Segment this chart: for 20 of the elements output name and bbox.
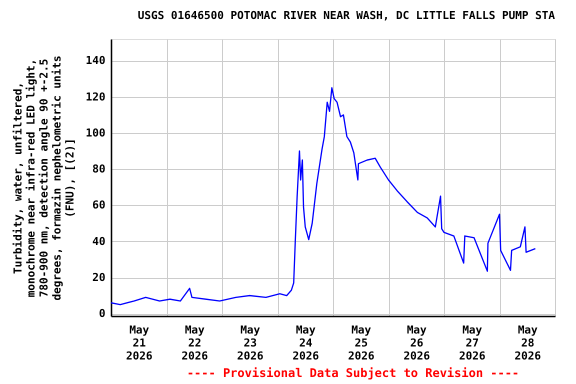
y-tick-label: 140: [86, 54, 106, 68]
x-tick-label: May 28 2026: [514, 324, 542, 362]
x-tick-label: May 27 2026: [459, 324, 486, 362]
x-tick-label: May 24 2026: [292, 324, 320, 362]
y-tick-label: 0: [98, 307, 106, 320]
x-tick-label: May 22 2026: [182, 324, 208, 362]
y-tick-label: 120: [86, 90, 106, 104]
y-tick-label: 80: [92, 162, 106, 176]
y-tick-label: 20: [92, 271, 106, 284]
text: ---- Provisional Data Subject to Revision ----: [186, 366, 520, 380]
y-tick-label: 40: [92, 234, 106, 248]
chart-title: USGS 01646500 POTOMAC RIVER NEAR WASH, DC LITTLE FALLS PUMP STA: [138, 9, 556, 22]
line-series: [111, 87, 536, 306]
x-tick-label: May 25 2026: [348, 324, 375, 362]
y-tick-label: 60: [92, 198, 106, 212]
x-tick-label: May 21 2026: [126, 324, 153, 362]
y-tick-label: 100: [86, 126, 106, 140]
x-tick-label: May 23 2026: [237, 324, 264, 362]
x-tick-label: May 26 2026: [404, 324, 430, 362]
y-axis-title: Turbidity, water, unfiltered, monochrome near infra-red LED light, 780-900 nm, detection angle 90 +-2.5 degrees, formazin nephelometric units (FNU), [(2)]: [12, 55, 77, 301]
